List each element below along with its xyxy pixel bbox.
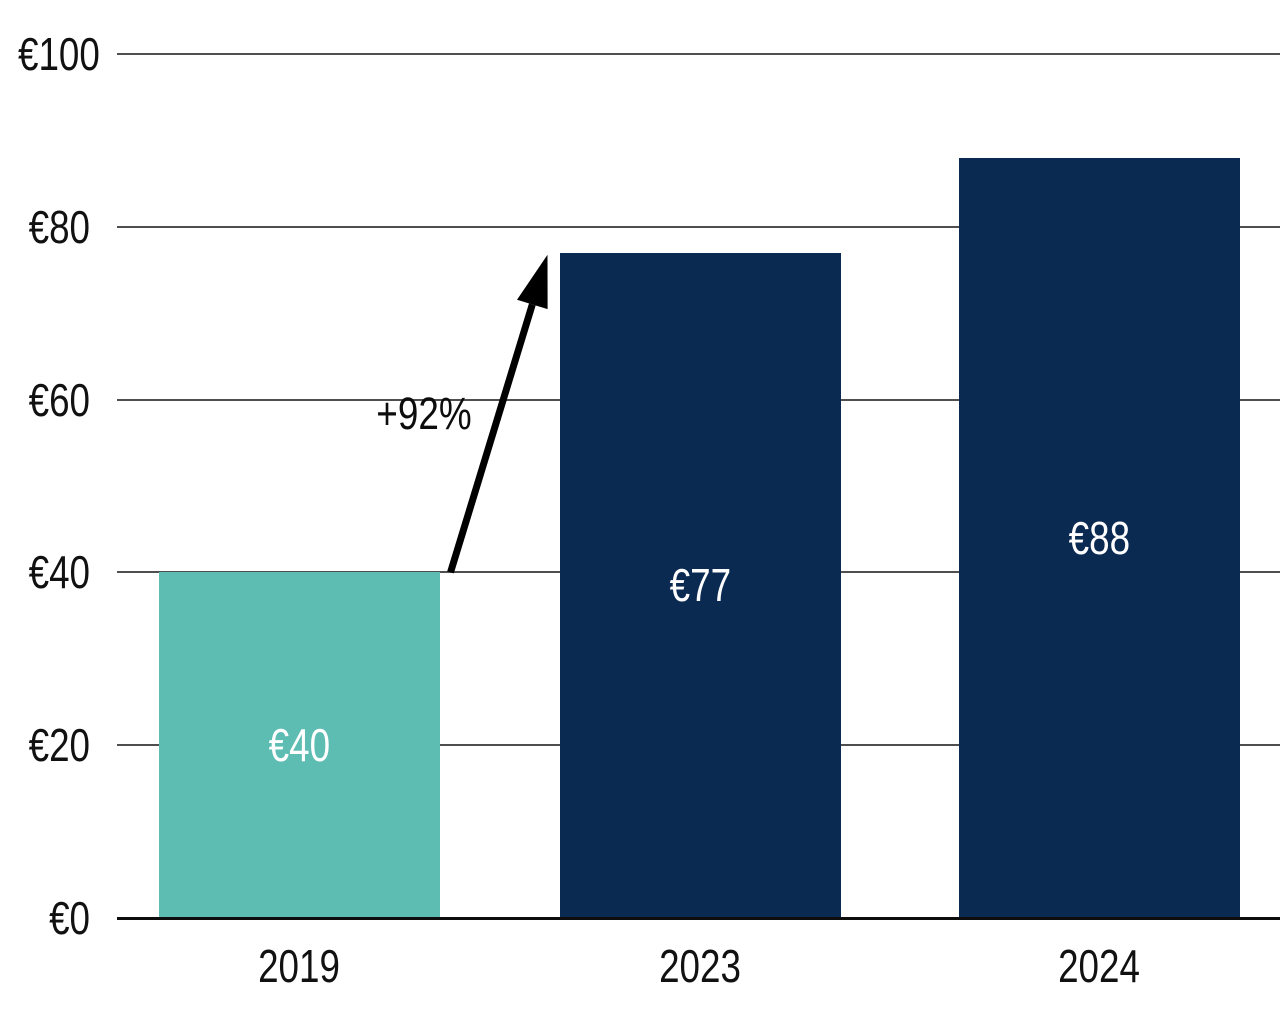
bar-2024: €88: [958, 157, 1240, 918]
y-tick-label: €0: [49, 892, 90, 944]
gridline: [117, 53, 1280, 55]
y-tick-label: €60: [28, 373, 91, 426]
bar-2023: €77: [559, 252, 841, 918]
y-tick-label: €40: [28, 546, 91, 599]
x-tick-label-2024: 2024: [1058, 940, 1140, 992]
bar-value-label: €77: [669, 559, 731, 612]
y-tick-label: €80: [28, 200, 91, 253]
x-axis-line: [117, 917, 1280, 920]
x-tick-label-2019: 2019: [258, 940, 340, 992]
bar-2019: €40: [158, 572, 440, 918]
y-tick-label: €20: [28, 719, 91, 772]
x-tick-label-2023: 2023: [659, 940, 741, 992]
y-tick-label: €100: [18, 28, 100, 80]
growth-annotation-label: +92%: [376, 388, 472, 439]
gridline: [117, 225, 1280, 228]
bar-value-label: €40: [268, 719, 330, 772]
bar-value-label: €88: [1068, 511, 1130, 564]
